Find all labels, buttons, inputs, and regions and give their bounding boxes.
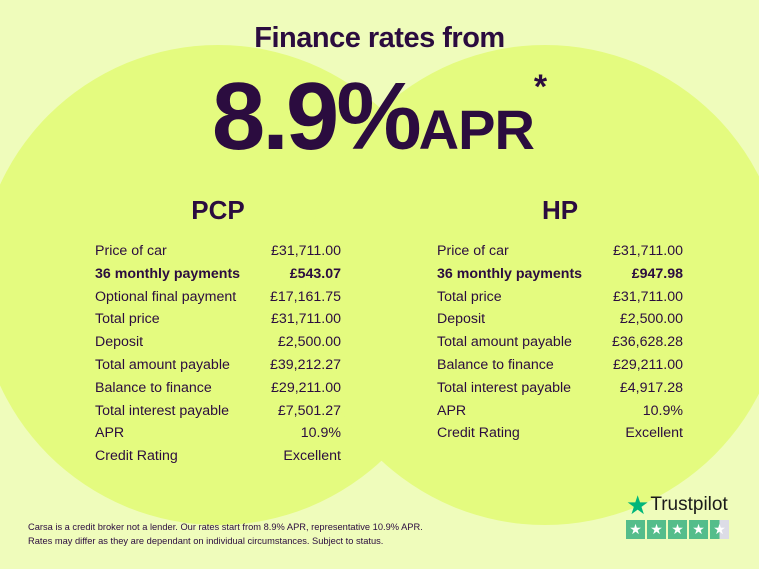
row-label: Total interest payable xyxy=(95,402,230,419)
row-label: Total amount payable xyxy=(95,356,230,373)
hp-row: Total amount payable £36,628.28 xyxy=(437,331,683,354)
pcp-row: APR 10.9% xyxy=(95,422,341,445)
row-value: £31,711.00 xyxy=(613,243,683,259)
row-label: Credit Rating xyxy=(95,448,178,465)
row-label: Price of car xyxy=(437,243,509,259)
row-value: £31,711.00 xyxy=(613,288,683,305)
hp-row: Price of car £31,711.00 xyxy=(437,240,683,263)
row-label: Price of car xyxy=(95,243,167,259)
apr-label: APR xyxy=(418,98,535,161)
pcp-row: Optional final payment £17,161.75 xyxy=(95,286,341,309)
rating-star-icon: ★ xyxy=(668,520,687,539)
rating-star-icon: ★ xyxy=(689,520,708,539)
row-value: 10.9% xyxy=(642,402,683,419)
pcp-title: PCP xyxy=(191,195,245,225)
pcp-row: Balance to finance £29,211.00 xyxy=(95,377,341,400)
row-label: Optional final payment xyxy=(95,288,237,305)
pcp-row: Price of car £31,711.00 xyxy=(95,240,341,263)
row-label: Deposit xyxy=(437,311,486,328)
row-label: Balance to finance xyxy=(95,379,212,396)
hp-row: Credit Rating Excellent xyxy=(437,422,683,445)
rate-display: 8.9%APR* xyxy=(0,62,759,172)
hp-row: Total interest payable £4,917.28 xyxy=(437,377,683,400)
row-value: Excellent xyxy=(283,448,341,465)
row-value: Excellent xyxy=(625,425,683,442)
pcp-row: Deposit £2,500.00 xyxy=(95,331,341,354)
hp-row: 36 monthly payments £947.98 xyxy=(437,263,683,286)
row-value: £29,211.00 xyxy=(613,356,683,373)
row-label: Balance to finance xyxy=(437,356,554,373)
row-value: £31,711.00 xyxy=(271,311,341,328)
row-value: £36,628.28 xyxy=(611,334,683,351)
row-label: Deposit xyxy=(95,334,144,351)
hp-row: Total price £31,711.00 xyxy=(437,286,683,309)
pcp-table: PCP Price of car £31,711.00 36 monthly pay… xyxy=(95,195,341,468)
pcp-row: Total interest payable £7,501.27 xyxy=(95,400,341,423)
hp-row: APR 10.9% xyxy=(437,400,683,423)
row-value: £4,917.28 xyxy=(619,379,683,396)
hp-title: HP xyxy=(541,195,579,225)
row-label: Total interest payable xyxy=(437,379,572,396)
row-value: £39,212.27 xyxy=(269,356,341,373)
pcp-row: Credit Rating Excellent xyxy=(95,445,341,468)
row-label: Total amount payable xyxy=(437,334,572,351)
pcp-row: Total price £31,711.00 xyxy=(95,308,341,331)
row-value: £2,500.00 xyxy=(277,334,341,351)
disclaimer-line-2: Rates may differ as they are dependant o… xyxy=(28,536,384,546)
row-value: £29,211.00 xyxy=(271,379,341,396)
row-value: £7,501.27 xyxy=(277,402,341,419)
row-value: £31,711.00 xyxy=(271,243,341,259)
row-value: £947.98 xyxy=(631,265,683,282)
rating-star-icon: ★ xyxy=(626,520,645,539)
rating-star-icon: ★ xyxy=(647,520,666,539)
hp-row: Balance to finance £29,211.00 xyxy=(437,354,683,377)
trustpilot-rating: ★ ★ ★ ★ ★ xyxy=(626,520,729,539)
row-value: £543.07 xyxy=(289,265,341,282)
trustpilot-badge[interactable]: ★ Trustpilot ★ ★ ★ ★ ★ xyxy=(626,490,729,539)
disclaimer-line-1: Carsa is a credit broker not a lender. O… xyxy=(28,522,423,532)
rating-star-icon: ★ xyxy=(710,520,729,539)
headline: Finance rates from xyxy=(254,22,505,54)
row-label: APR xyxy=(95,425,125,442)
pcp-row: 36 monthly payments £543.07 xyxy=(95,263,341,286)
rate-value: 8.9% xyxy=(211,63,422,170)
disclaimer: Carsa is a credit broker not a lender. O… xyxy=(28,520,423,548)
pcp-row: Total amount payable £39,212.27 xyxy=(95,354,341,377)
row-label: 36 monthly payments xyxy=(95,265,241,282)
hp-table: HP Price of car £31,711.00 36 monthly paym… xyxy=(437,195,683,445)
asterisk: * xyxy=(533,68,548,106)
star-icon: ★ xyxy=(626,490,650,520)
row-label: Total price xyxy=(437,288,502,305)
row-label: Total price xyxy=(95,311,160,328)
decorative-circle-right xyxy=(305,45,759,525)
trustpilot-label: Trustpilot xyxy=(650,494,728,515)
hp-row: Deposit £2,500.00 xyxy=(437,308,683,331)
row-value: £17,161.75 xyxy=(269,288,341,305)
row-label: Credit Rating xyxy=(437,425,520,442)
row-label: APR xyxy=(437,402,467,419)
row-label: 36 monthly payments xyxy=(437,265,583,282)
row-value: £2,500.00 xyxy=(619,311,683,328)
row-value: 10.9% xyxy=(300,425,341,442)
